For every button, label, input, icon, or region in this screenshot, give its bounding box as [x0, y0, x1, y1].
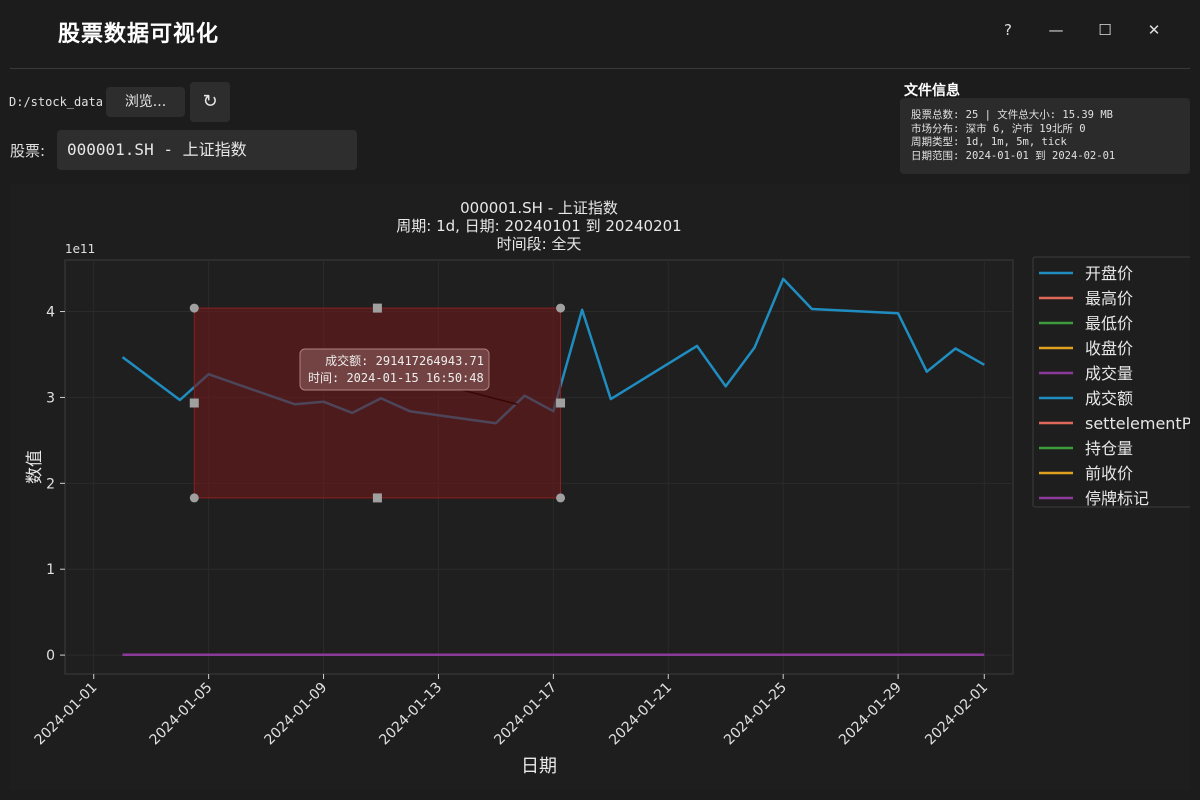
selection-edge-handle: [556, 398, 566, 408]
selection-edge-handle: [189, 398, 199, 408]
tooltip-time: 时间: 2024-01-15 16:50:48: [308, 371, 484, 385]
file-info-line: 日期范围: 2024-01-01 到 2024-02-01: [911, 149, 1116, 162]
legend-label: 收盘价: [1085, 339, 1133, 358]
legend-label: 最低价: [1085, 314, 1133, 333]
x-tick-label: 2024-01-21: [606, 680, 675, 749]
x-tick-label: 2024-02-01: [922, 680, 991, 749]
header-divider: [10, 68, 1190, 69]
selection-rect: [193, 307, 562, 499]
tooltip-box: [299, 348, 490, 391]
legend-label: 成交额: [1085, 389, 1133, 408]
x-tick-label: 2024-01-13: [376, 680, 445, 749]
refresh-icon: ↻: [202, 91, 218, 112]
file-info-line: 股票总数: 25 | 文件总大小: 15.39 MB: [911, 109, 1113, 121]
file-info-line: 周期类型: 1d, 1m, 5m, tick: [911, 136, 1067, 149]
selection-corner-handle: [556, 493, 566, 503]
legend-label: 最高价: [1085, 289, 1133, 308]
tooltip-arrow: [461, 389, 518, 406]
y-tick-label: 4: [46, 305, 55, 321]
app-title: 股票数据可视化: [58, 22, 220, 47]
stock-label: 股票:: [10, 142, 46, 160]
y-tick-label: 3: [46, 390, 55, 406]
y-axis-label: 数值: [25, 450, 45, 484]
minimize-icon[interactable]: —: [1048, 21, 1064, 39]
legend-label: 停牌标记: [1085, 489, 1149, 508]
refresh-button[interactable]: ↻: [190, 82, 230, 122]
x-axis-label: 日期: [521, 756, 557, 777]
x-tick-label: 2024-01-17: [491, 680, 560, 749]
y-tick-label: 2: [46, 476, 55, 492]
legend-box: [1032, 256, 1190, 508]
stock-chart[interactable]: 0 1 2 3 4 2024-01-01 2024-01-05 2024-01-09 2024-…: [10, 184, 1190, 790]
title-bar: 股票数据可视化 ? — ☐ ✕: [0, 0, 1200, 62]
close-icon[interactable]: ✕: [1147, 21, 1161, 39]
selection-corner-handle: [189, 303, 199, 313]
y-tick-label: 0: [46, 648, 55, 664]
chart-title: 周期: 1d, 日期: 20240101 到 20240201: [396, 217, 681, 235]
file-info-title: 文件信息: [904, 83, 960, 99]
x-tick-label: 2024-01-29: [836, 680, 905, 749]
tooltip-value: 成交额: 291417264943.71: [325, 353, 484, 368]
plot-panel: 0 1 2 3 4 2024-01-01 2024-01-05 2024-01-09 2024-…: [10, 184, 1190, 790]
legend-label: 持仓量: [1085, 439, 1133, 458]
file-info-line: 市场分布: 深市 6, 沪市 19北所 0: [911, 122, 1086, 135]
selection-corner-handle: [556, 303, 566, 313]
chart-title: 时间段: 全天: [497, 235, 582, 253]
x-tick-label: 2024-01-01: [32, 680, 101, 749]
x-tick-label: 2024-01-05: [147, 680, 216, 749]
selection-corner-handle: [189, 493, 199, 503]
y-tick-label: 1: [46, 562, 55, 578]
legend-label: 成交量: [1085, 364, 1133, 383]
legend-label: 前收价: [1085, 464, 1133, 483]
stock-selector[interactable]: 000001.SH - 上证指数: [57, 130, 357, 170]
help-icon[interactable]: ?: [1004, 21, 1012, 39]
legend-label: settelementPr: [1085, 414, 1190, 433]
selection-edge-handle: [372, 493, 382, 503]
x-tick-label: 2024-01-09: [262, 680, 331, 749]
browse-button[interactable]: 浏览...: [106, 87, 185, 117]
y-multiplier: 1e11: [65, 242, 95, 256]
file-info-panel: 股票总数: 25 | 文件总大小: 15.39 MB 市场分布: 深市 6, 沪…: [900, 98, 1190, 174]
x-tick-label: 2024-01-25: [721, 680, 790, 749]
legend-label: 开盘价: [1085, 264, 1133, 283]
data-path-label: D:/stock_data: [9, 95, 103, 109]
selection-edge-handle: [372, 303, 382, 313]
chart-title: 000001.SH - 上证指数: [460, 199, 618, 217]
maximize-icon[interactable]: ☐: [1098, 21, 1112, 39]
